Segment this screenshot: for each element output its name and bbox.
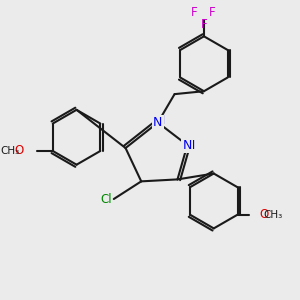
Text: F: F xyxy=(201,18,207,31)
Text: CH₃: CH₃ xyxy=(0,146,19,156)
Text: CH₃: CH₃ xyxy=(263,210,282,220)
Text: N: N xyxy=(156,114,166,127)
Text: Cl: Cl xyxy=(100,193,112,206)
Text: F: F xyxy=(191,6,197,19)
Text: F: F xyxy=(208,6,215,19)
Text: N: N xyxy=(153,116,163,129)
Text: O: O xyxy=(14,145,23,158)
Text: O: O xyxy=(259,208,268,221)
Text: N: N xyxy=(183,139,192,152)
Text: N: N xyxy=(185,139,195,152)
